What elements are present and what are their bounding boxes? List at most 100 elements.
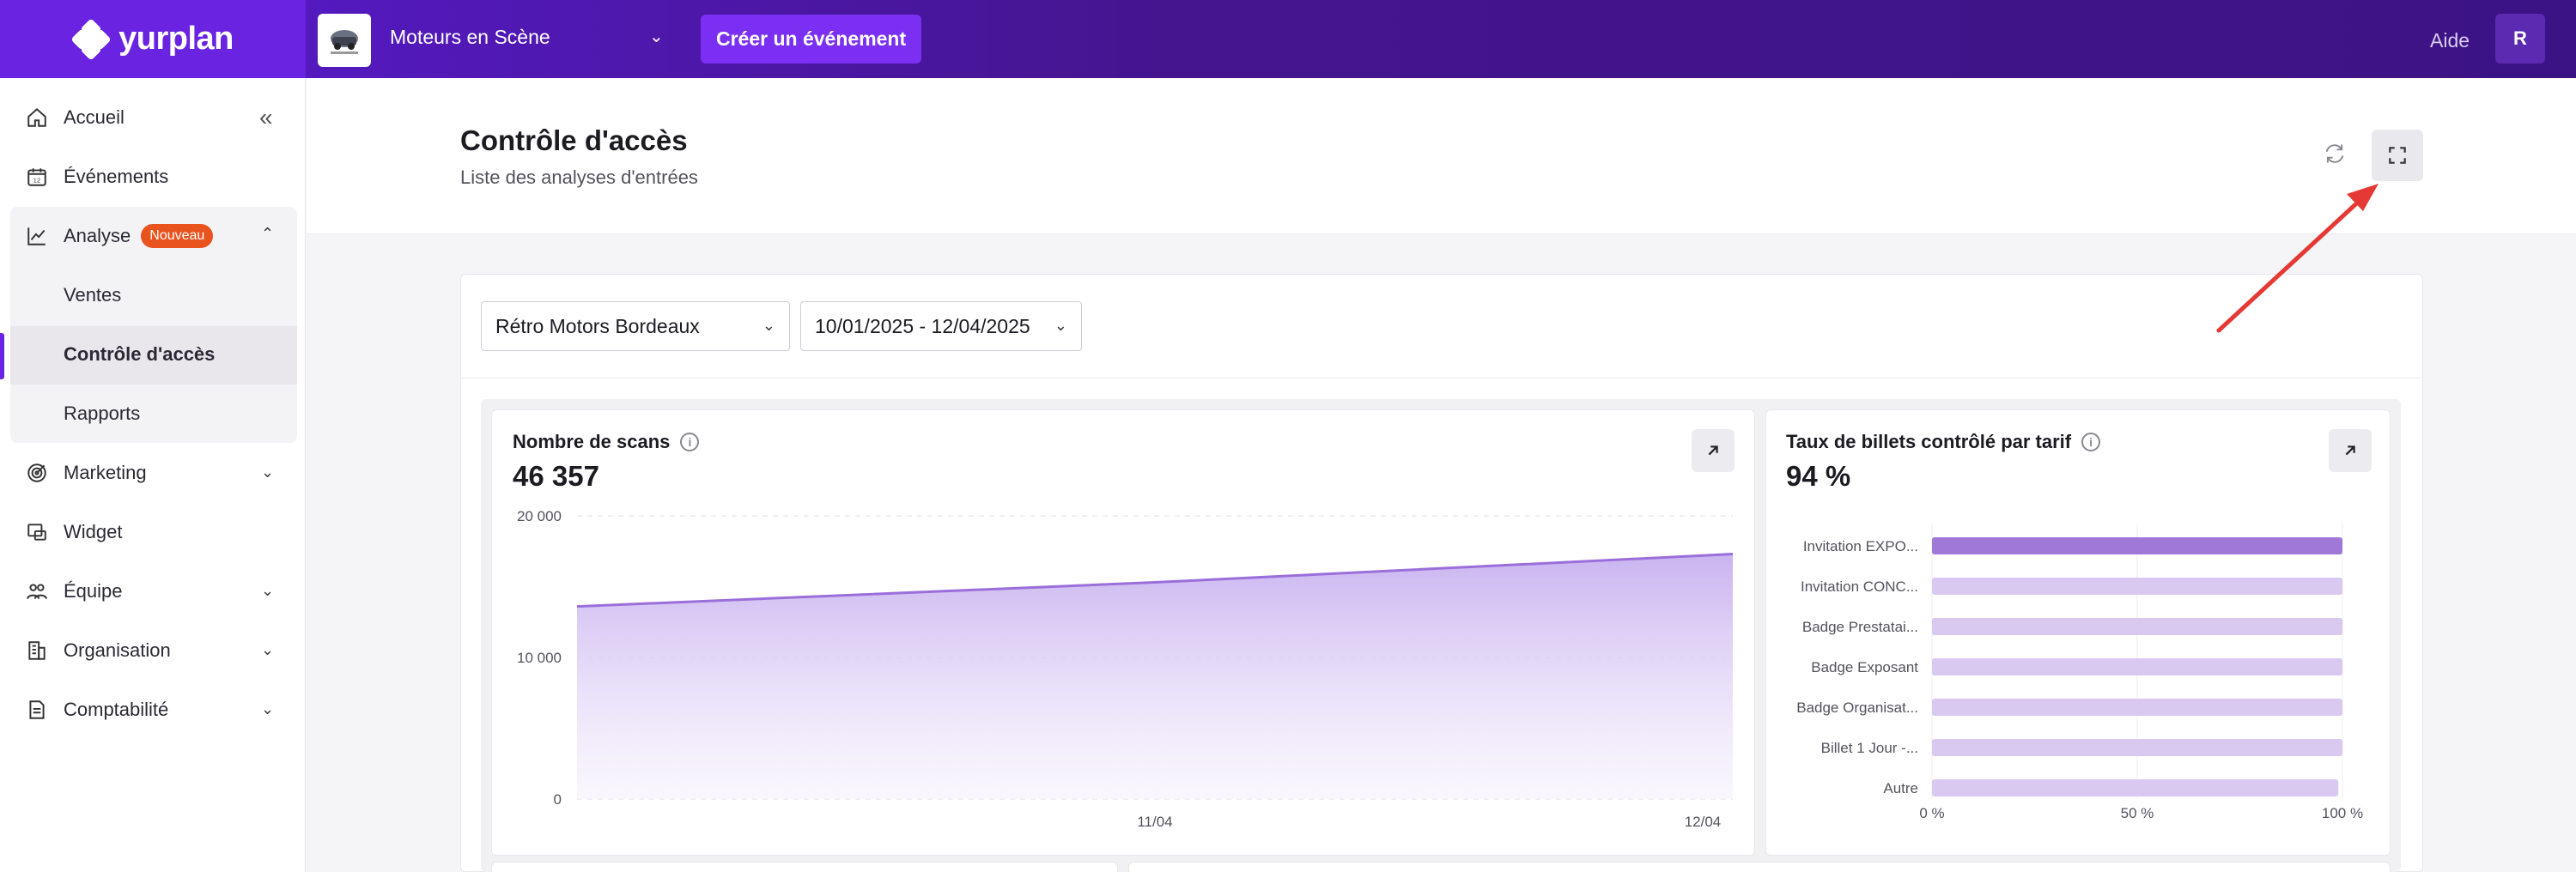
bar [1932,739,2342,756]
chevron-down-icon[interactable]: ⌄ [261,700,275,718]
chevron-down-icon[interactable]: ⌄ [261,641,275,658]
bar [1932,618,2342,635]
bar [1932,779,2339,796]
bar [1932,578,2342,595]
users-icon [26,580,48,603]
widget-icon [26,521,48,543]
rate-bar-chart: 0 % 50 % 100 % Invitation EXPO... Invitation… [1796,524,2363,821]
bar-category-label: Billet 1 Jour -... [1821,740,1918,756]
document-icon [26,699,48,721]
sidebar-item-marketing[interactable]: Marketing [26,456,147,490]
scans-area [577,554,1733,799]
x-tick-label: 11/04 [1137,814,1172,830]
brand-name: yurplan [118,21,234,57]
help-link[interactable]: Aide [2430,29,2470,51]
sidebar-item-evenements[interactable]: 12 Événements [26,160,168,194]
chevron-down-icon: ⌄ [762,317,775,334]
chevron-down-icon[interactable]: ⌄ [649,27,664,46]
scans-area-chart: 0 10 000 20 000 11/04 12/04 [517,508,1734,830]
rate-card-title: Taux de billets contrôlé par tarif i [1786,431,2101,453]
sidebar-item-label: Analyse [64,225,131,246]
event-select-value: Rétro Motors Bordeaux [495,314,700,337]
yurplan-logo-icon [70,17,112,61]
x-tick-label: 50 % [2121,805,2154,821]
top-bar: yurplan Moteurs en Scène ⌄ Créer un évén… [0,0,2576,78]
scans-value: 46 357 [513,460,599,492]
next-card-stub [1128,862,2391,872]
user-avatar[interactable]: R [2495,14,2545,64]
bar-category-label: Badge Organisat... [1796,699,1918,716]
chevron-down-icon[interactable]: ⌄ [261,582,275,599]
sidebar-item-organisation[interactable]: Organisation [26,633,171,668]
organization-logo[interactable] [318,14,371,67]
x-tick-label: 100 % [2322,805,2363,821]
sidebar-subitem-ventes[interactable]: Ventes [64,284,122,306]
event-select[interactable]: Rétro Motors Bordeaux ⌄ [481,301,790,351]
page-title: Contrôle d'accès [460,124,688,156]
chart-line-icon [26,225,48,247]
next-card-stub [491,862,1118,872]
sidebar-item-label: Accueil [64,106,125,128]
fullscreen-button[interactable] [2372,130,2423,181]
bar-category-label: Invitation EXPO... [1803,538,1918,554]
chevron-up-icon[interactable]: ⌃ [261,225,275,242]
arrow-up-right-icon [1708,445,1718,456]
sidebar-item-label: Marketing [64,462,147,483]
refresh-button[interactable] [2317,136,2353,172]
refresh-icon [2325,144,2344,163]
sidebar-item-label: Organisation [64,639,171,661]
home-icon [26,106,48,129]
sidebar-item-label: Widget [64,521,123,542]
bar-category-label: Invitation CONC... [1801,578,1918,595]
sidebar-subitem-rapports[interactable]: Rapports [64,403,141,424]
bar [1932,699,2342,716]
sidebar-item-label: Comptabilité [64,699,169,720]
sidebar-subitem-controle-acces[interactable]: Contrôle d'accès [64,343,216,365]
brand-logo[interactable]: yurplan [0,0,306,78]
active-item-highlight [10,326,297,385]
filter-bar [460,274,2423,378]
bar-category-label: Badge Prestatai... [1802,619,1918,635]
x-tick-label: 0 % [1919,805,1944,821]
active-indicator [0,333,4,379]
create-event-button[interactable]: Créer un événement [701,15,922,64]
scans-title-text: Nombre de scans [513,431,671,452]
chevron-down-icon[interactable]: ⌄ [261,463,275,481]
organization-selector[interactable]: Moteurs en Scène [390,26,550,48]
calendar-icon: 12 [26,166,48,188]
bar-category-label: Autre [1883,780,1918,796]
sidebar-item-widget[interactable]: Widget [26,515,122,549]
y-tick-label: 20 000 [517,508,562,524]
chevron-down-icon: ⌄ [1054,317,1067,334]
arrow-up-right-icon [2345,445,2355,456]
fullscreen-icon [2389,147,2406,164]
sidebar-item-equipe[interactable]: Équipe [26,574,123,609]
date-range-value: 10/01/2025 - 12/04/2025 [815,314,1030,337]
info-icon[interactable]: i [680,433,700,451]
date-range-select[interactable]: 10/01/2025 - 12/04/2025 ⌄ [800,301,1082,351]
page-header [307,78,2576,234]
y-tick-label: 0 [554,791,562,808]
building-icon [26,639,48,662]
rate-value: 94 % [1786,460,1851,492]
svg-text:12: 12 [33,177,40,185]
page-subtitle: Liste des analyses d'entrées [460,167,698,188]
x-tick-label: 12/04 [1685,814,1722,830]
car-logo-icon [331,30,358,54]
bar-category-label: Badge Exposant [1811,659,1918,675]
collapse-sidebar-icon[interactable]: « [259,104,273,130]
sidebar-item-comptabilite[interactable]: Comptabilité [26,693,168,727]
bar [1932,658,2342,675]
y-tick-label: 10 000 [517,650,562,666]
sidebar-item-analyse[interactable]: Analyse Nouveau [26,219,214,253]
expand-rate-button[interactable] [2329,429,2372,472]
sidebar-item-label: Événements [64,166,169,187]
info-icon[interactable]: i [2081,433,2101,451]
rate-title-text: Taux de billets contrôlé par tarif [1786,431,2072,452]
sidebar-item-accueil[interactable]: Accueil [26,100,125,135]
sidebar-item-label: Équipe [64,580,123,602]
bar [1932,537,2342,554]
scans-card-title: Nombre de scans i [513,431,700,453]
target-icon [26,462,48,484]
expand-scans-button[interactable] [1692,429,1735,472]
